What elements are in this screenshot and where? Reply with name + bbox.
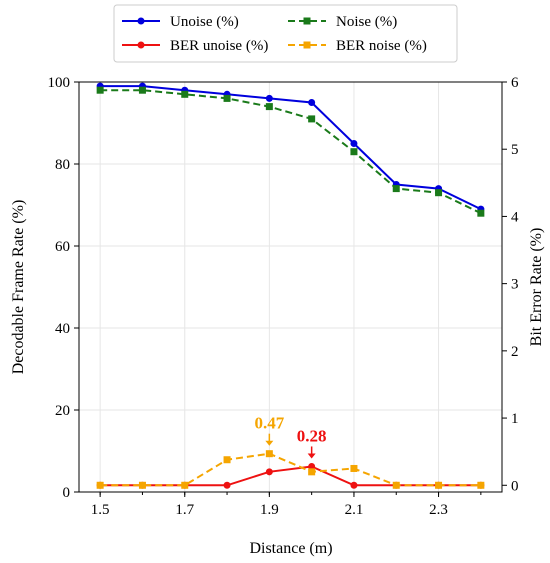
annotations: 0.47 0.28 [254,414,327,459]
series-line-1 [100,89,482,215]
series-3-point-7 [392,481,400,489]
series-2-point-4 [265,468,273,476]
series-3-point-5 [308,468,316,476]
series-line-3 [100,452,481,487]
y-left-tick-label-3: 60 [55,239,70,255]
y-left-tick-label-0: 0 [63,485,71,501]
x-tick-label-4: 2.3 [429,502,448,518]
y-right-tick-label-5: 5 [511,142,519,158]
legend-label-0: Unoise (%) [170,14,239,30]
series-2-point-3 [223,481,231,489]
series-1-point-1 [138,86,146,94]
legend-label-1: Noise (%) [336,14,397,30]
x-axis-title: Distance (m) [249,540,332,557]
y-left-tick-label-4: 80 [55,157,70,173]
x-tick-label-0: 1.5 [91,502,110,518]
legend: Unoise (%) Noise (%) BER unoise (%) BER noi… [113,4,458,63]
y-right-tick-label-3: 3 [511,277,519,293]
series-1-point-2 [181,90,189,98]
series-3-point-2 [181,481,189,489]
series-3-point-9 [477,481,485,489]
legend-marker-0 [137,17,145,25]
y-right-tick-label-6: 6 [511,75,519,91]
series-3-point-4 [265,450,273,458]
series-1-point-8 [435,189,443,197]
legend-marker-2 [137,41,145,49]
series-3-point-6 [350,464,358,472]
series-3-point-3 [223,456,231,464]
legend-marker-3 [303,41,311,49]
series-2-point-5 [308,462,316,470]
y-axis-title-right: Bit Error Rate (%) [528,228,545,347]
series-3-point-1 [138,481,146,489]
annotation-arrow-head-0 [265,440,274,446]
series-0-point-5 [308,99,316,106]
y-left-tick-label-1: 20 [55,403,70,419]
y-right-tick-label-1: 1 [511,411,519,427]
series-3-point-8 [435,481,443,489]
series-line-0 [100,85,482,210]
legend-box [113,4,458,63]
y-axis-title-left: Decodable Frame Rate (%) [10,200,27,375]
series-0-point-6 [350,140,358,147]
series-line-2 [100,465,481,487]
y-left-tick-label-5: 100 [48,75,71,91]
annotation-label-1: 0.28 [297,426,327,445]
series-1-point-9 [477,209,485,217]
series-1-point-4 [265,103,273,111]
series-1-point-0 [96,86,104,94]
grid [79,81,502,493]
annotation-label-0: 0.47 [254,414,284,433]
ticks: 1.5 1.7 1.9 2.1 2.3 0 20 40 60 80 100 0 1 2 3 4 5 6 [48,75,520,518]
series-1-point-5 [308,115,316,123]
series-3-point-0 [96,481,104,489]
y-right-tick-label-0: 0 [511,478,519,494]
y-left-tick-label-2: 40 [55,321,70,337]
legend-label-2: BER unoise (%) [170,38,268,54]
series-1-point-6 [350,148,358,156]
series-0-point-4 [265,94,273,102]
y-right-tick-label-4: 4 [511,209,519,225]
annotation-arrow-head-1 [307,453,316,459]
series-1-point-3 [223,94,231,102]
x-tick-label-1: 1.7 [175,502,194,518]
x-tick-label-2: 1.9 [260,502,279,518]
series-2-point-6 [350,481,358,489]
legend-label-3: BER noise (%) [336,38,427,54]
y-right-tick-label-2: 2 [511,344,519,360]
series-layer [96,82,485,489]
legend-marker-1 [303,17,311,25]
x-tick-label-3: 2.1 [345,502,364,518]
plot-frame [78,81,503,493]
series-1-point-7 [392,185,400,193]
